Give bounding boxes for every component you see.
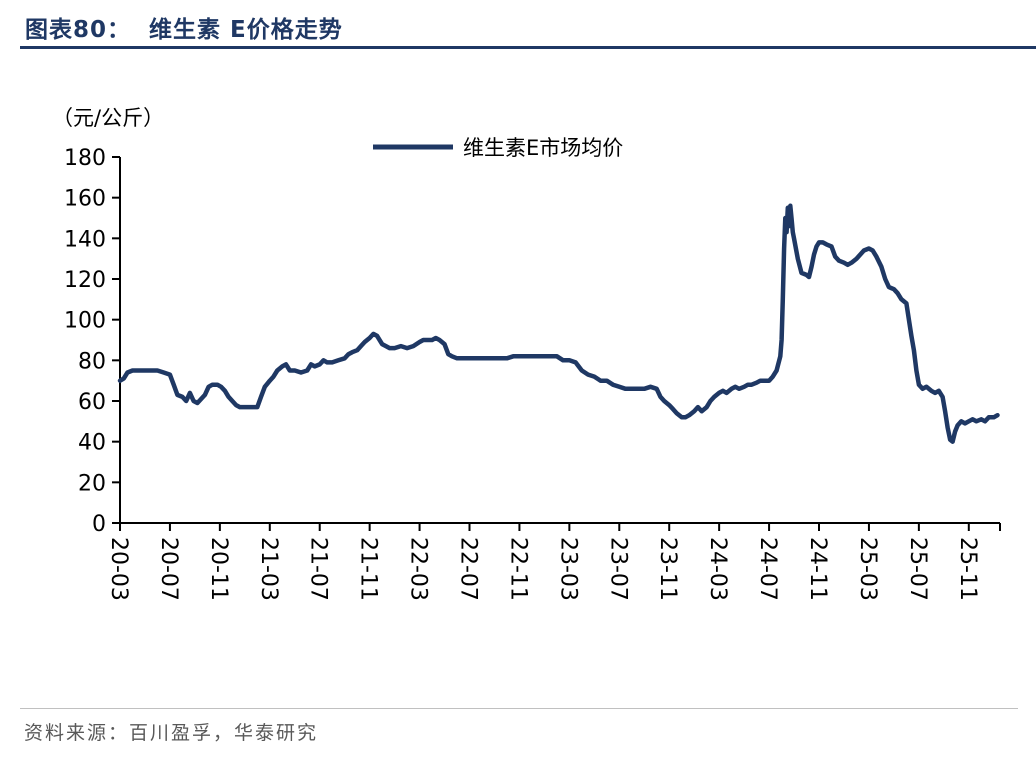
x-axis-tick-label: 25-03 [855, 537, 880, 601]
x-axis-tick-label: 24-11 [805, 537, 830, 601]
footer-divider [20, 708, 1018, 709]
y-axis-tick-label: 140 [64, 227, 106, 252]
x-axis-tick-label: 20-07 [156, 537, 181, 601]
x-axis-tick-label: 20-11 [206, 537, 231, 601]
x-axis-tick-label: 23-07 [605, 537, 630, 601]
y-axis-tick-label: 160 [64, 187, 106, 212]
x-axis-tick-label: 25-11 [955, 537, 980, 601]
y-axis-tick-label: 100 [64, 309, 106, 334]
y-axis-tick-label: 180 [64, 146, 106, 171]
x-axis-tick-label: 21-07 [306, 537, 331, 601]
figure-label: 图表80： [25, 17, 132, 43]
figure-title: 维生素 E价格走势 [149, 17, 343, 43]
x-axis-tick-label: 25-07 [905, 537, 930, 601]
y-axis-tick-label: 40 [78, 431, 106, 456]
vitamin-e-price-chart: （元/公斤） 维生素E市场均价 0 20 40 60 80 100 120 140 160 180 20… [52, 106, 1001, 601]
x-axis-tick-label: 21-11 [356, 537, 381, 601]
x-axis-tick-label: 21-03 [256, 537, 281, 601]
x-axis-tick-label: 24-07 [755, 537, 780, 601]
y-axis-tick-label: 0 [92, 512, 106, 537]
y-axis-tick-label: 20 [78, 471, 106, 496]
x-axis-tick-label: 22-07 [456, 537, 481, 601]
source-note: 资料来源：百川盈孚，华泰研究 [24, 722, 319, 744]
x-axis-tick-label: 20-03 [106, 537, 131, 601]
figure-title-row: 图表80： 维生素 E价格走势 [25, 10, 343, 44]
legend-label: 维生素E市场均价 [463, 136, 623, 160]
price-series-line [117, 203, 1000, 444]
x-axis-tick-label: 22-03 [406, 537, 431, 601]
y-axis-unit-label: （元/公斤） [52, 106, 164, 130]
y-axis-tick-label: 120 [64, 268, 106, 293]
y-axis-tick-label: 80 [78, 349, 106, 374]
x-axis-tick-label: 23-03 [555, 537, 580, 601]
x-axis-tick-label: 24-03 [705, 537, 730, 601]
x-axis-tick-label: 22-11 [505, 537, 530, 601]
x-axis-tick-label: 23-11 [655, 537, 680, 601]
y-axis-tick-label: 60 [78, 390, 106, 415]
title-divider [20, 46, 1036, 49]
